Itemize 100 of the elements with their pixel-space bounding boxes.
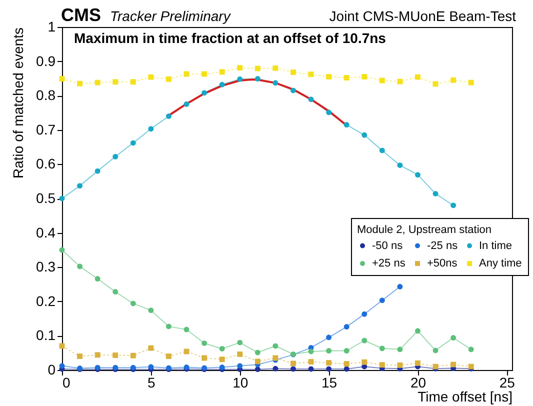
x-axis-title: Time offset [ns]: [418, 388, 512, 404]
legend-label: +50ns: [427, 258, 458, 270]
point: [326, 334, 332, 340]
y-tick-label: 0.8: [36, 87, 56, 104]
legend-label: -25 ns: [427, 240, 458, 252]
point: [184, 326, 190, 332]
point: [450, 77, 456, 83]
point: [166, 113, 172, 119]
point: [468, 80, 474, 86]
y-tick-label: 0: [48, 362, 56, 378]
point: [272, 366, 278, 372]
point: [254, 358, 260, 364]
point: [166, 354, 172, 360]
y-tick-label: 0.7: [36, 121, 56, 138]
point: [219, 364, 225, 370]
point: [166, 76, 172, 82]
point: [308, 359, 314, 365]
point: [130, 300, 136, 306]
point: [77, 354, 83, 360]
point: [344, 366, 350, 372]
point: [397, 78, 403, 84]
point: [237, 76, 243, 82]
point: [237, 65, 243, 71]
point: [202, 71, 208, 77]
point: [308, 72, 314, 78]
point: [362, 74, 368, 80]
legend-label: -50 ns: [372, 240, 404, 252]
point: [112, 154, 118, 160]
point: [94, 352, 100, 358]
point: [397, 362, 403, 368]
point: [344, 324, 350, 330]
y-tick-label: 0.4: [36, 224, 56, 240]
point: [290, 88, 296, 94]
point: [414, 360, 420, 366]
point: [94, 168, 100, 174]
legend-label: Any time: [479, 258, 522, 270]
x-tick-label: 0: [62, 374, 70, 390]
point: [326, 360, 332, 366]
x-tick-label: 25: [499, 374, 516, 390]
chart-subtitle: Tracker Preliminary: [110, 8, 232, 24]
point: [379, 78, 385, 84]
point: [130, 352, 136, 358]
point: [219, 356, 225, 362]
point: [344, 75, 350, 80]
y-tick-label: 0.6: [36, 156, 56, 172]
point: [94, 80, 100, 86]
point: [219, 69, 225, 75]
y-tick-label: 0.1: [36, 327, 56, 344]
point: [112, 79, 118, 85]
point: [148, 126, 154, 132]
y-tick-label: 0.5: [36, 190, 56, 206]
legend-label: In time: [479, 240, 512, 252]
point: [432, 190, 438, 196]
point: [219, 82, 225, 88]
point: [148, 345, 154, 351]
point: [77, 264, 83, 270]
point: [397, 284, 403, 290]
y-axis-title: Ratio of matched events: [10, 28, 26, 178]
x-tick-label: 5: [148, 374, 156, 390]
point: [202, 355, 208, 361]
point: [184, 348, 190, 354]
point: [112, 352, 118, 358]
point: [59, 76, 65, 82]
point: [450, 335, 456, 340]
point: [414, 74, 420, 80]
point: [326, 74, 332, 80]
x-tick-label: 20: [410, 374, 426, 390]
point: [326, 110, 332, 116]
point: [254, 366, 260, 372]
point: [237, 340, 243, 346]
point: [432, 348, 438, 354]
point: [219, 346, 225, 352]
point: [450, 202, 456, 208]
point: [94, 276, 100, 282]
y-tick-label: 1: [48, 18, 56, 34]
x-tick-label: 10: [232, 374, 248, 390]
point: [379, 298, 385, 304]
point: [362, 311, 368, 317]
point: [290, 366, 296, 372]
point: [432, 81, 438, 87]
point: [414, 172, 420, 178]
point: [166, 324, 172, 330]
point: [362, 132, 368, 138]
point: [237, 351, 243, 357]
point: [202, 90, 208, 96]
y-tick-label: 0.2: [36, 292, 56, 309]
point: [450, 362, 456, 368]
point: [112, 289, 118, 295]
point: [379, 362, 385, 368]
point: [344, 348, 350, 354]
point: [290, 360, 296, 366]
point: [254, 66, 260, 72]
point: [308, 348, 314, 354]
point: [272, 343, 278, 349]
legend-title: Module 2, Upstream station: [357, 224, 492, 236]
point: [202, 340, 208, 346]
x-tick-label: 15: [322, 374, 338, 390]
point: [308, 366, 314, 372]
point: [326, 366, 332, 372]
annotation: Maximum in time fraction at an offset of 10.7ns: [74, 30, 386, 46]
